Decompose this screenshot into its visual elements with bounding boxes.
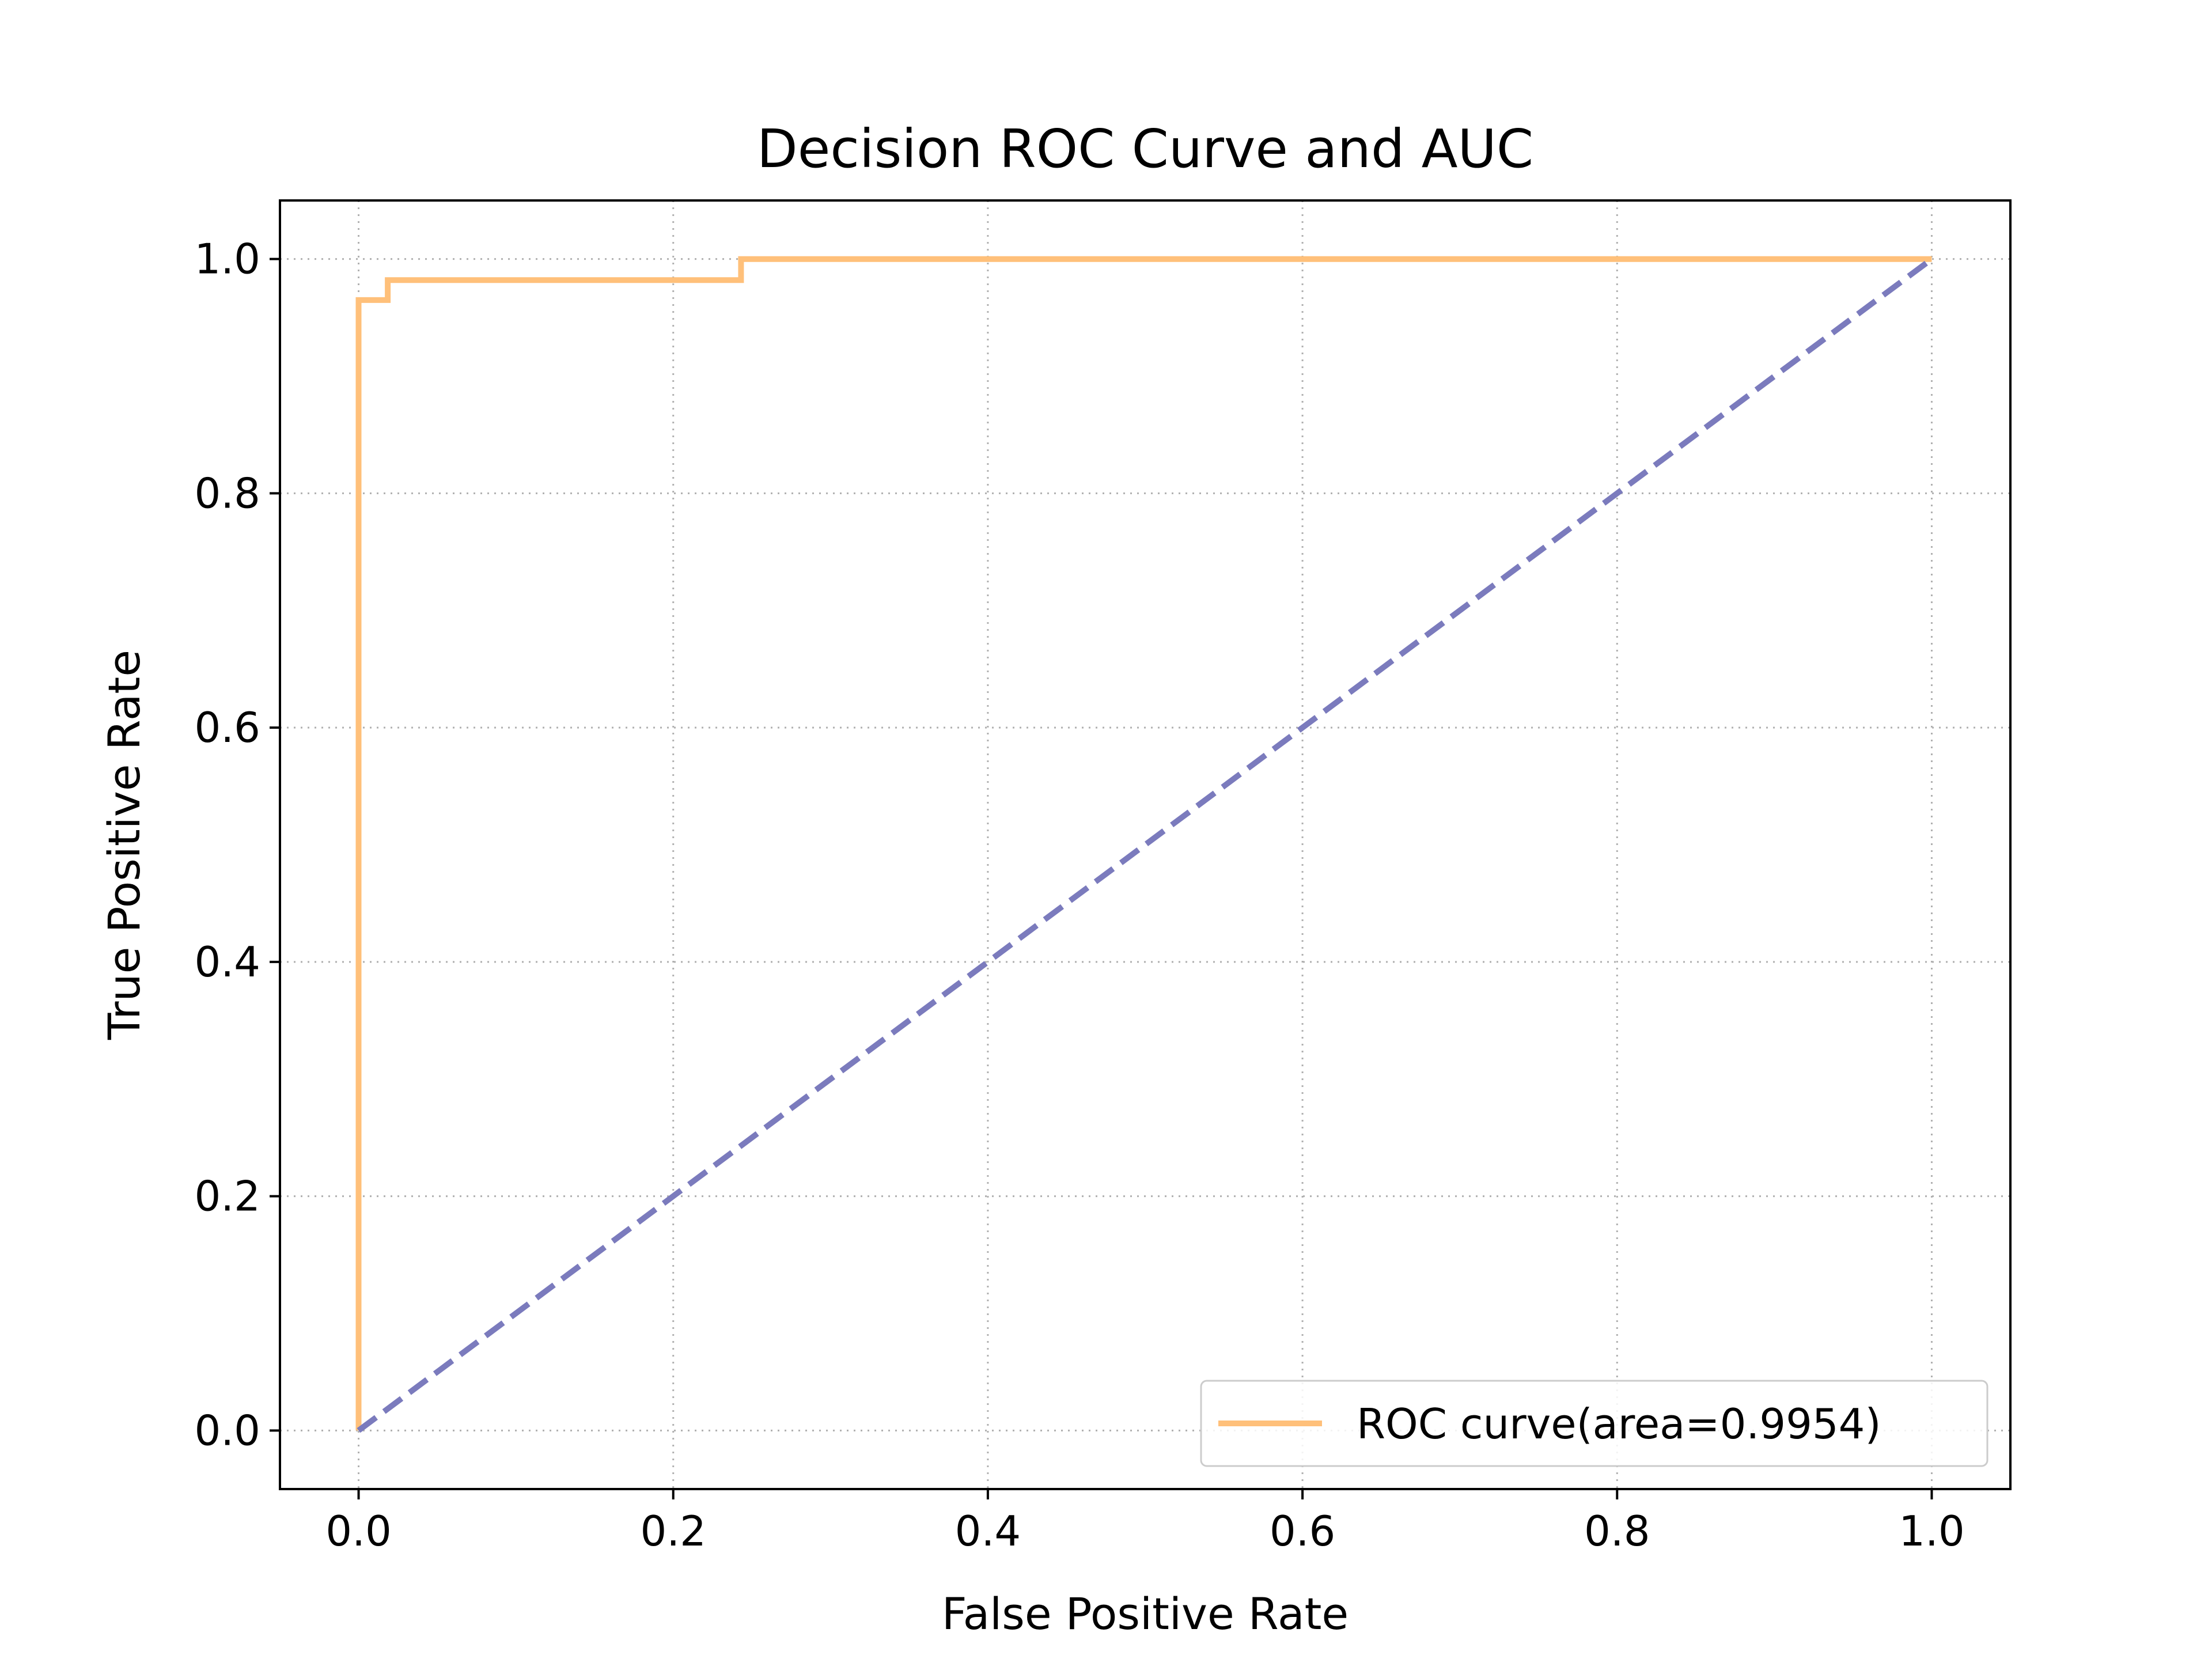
x-tick-label: 0.4 — [955, 1507, 1021, 1555]
y-axis-title: True Positive Rate — [99, 650, 150, 1040]
series-layer — [355, 256, 1934, 1433]
x-tick-label: 0.8 — [1584, 1507, 1650, 1555]
x-axis-title: False Positive Rate — [942, 1588, 1349, 1639]
x-tick-label: 1.0 — [1899, 1507, 1965, 1555]
chance-diagonal-line — [357, 256, 1934, 1433]
legend-label-roc: ROC curve(area=0.9954) — [1357, 1400, 1881, 1448]
legend: ROC curve(area=0.9954) — [1200, 1380, 1988, 1467]
chart-title: Decision ROC Curve and AUC — [757, 118, 1533, 180]
y-tick-label: 0.8 — [194, 469, 260, 517]
roc-curve-line — [355, 256, 1932, 1431]
y-tick-label: 1.0 — [194, 235, 260, 283]
axis-ticks: 0.0 0.2 0.4 0.6 0.8 1.0 0.0 0.2 0.4 0.6 0.8 1.0 — [194, 235, 1964, 1555]
plot-frame — [279, 199, 2012, 1490]
y-tick-label: 0.2 — [194, 1172, 260, 1221]
x-tick-label: 0.2 — [640, 1507, 706, 1555]
legend-box — [1200, 1380, 1988, 1467]
y-tick-label: 0.6 — [194, 703, 260, 752]
x-tick-label: 0.6 — [1270, 1507, 1336, 1555]
x-tick-label: 0.0 — [325, 1507, 392, 1555]
y-tick-label: 0.4 — [194, 938, 260, 986]
y-tick-label: 0.0 — [194, 1406, 260, 1455]
